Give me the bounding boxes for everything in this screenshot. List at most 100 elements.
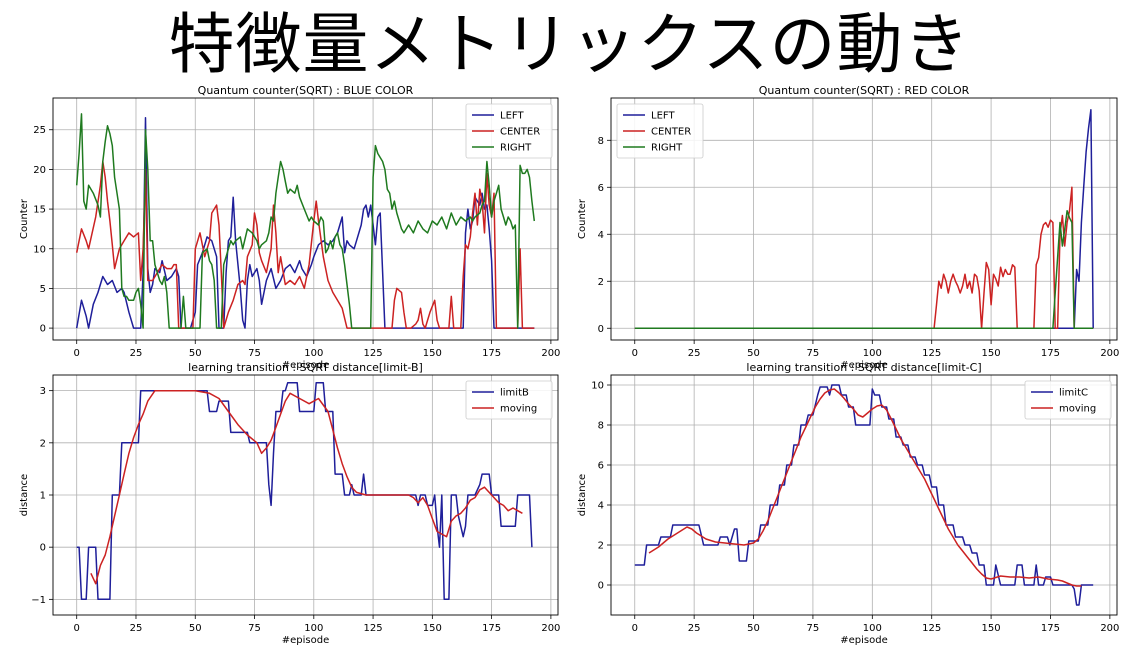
y-tick-label: −1 — [31, 595, 46, 606]
x-tick-label: 0 — [74, 348, 80, 359]
y-tick-label: 5 — [40, 284, 46, 295]
y-tick-label: 1 — [40, 491, 46, 502]
series-line-moving — [90, 389, 523, 585]
x-tick-label: 25 — [130, 623, 143, 634]
y-tick-label: 25 — [33, 125, 46, 136]
y-tick-label: 10 — [33, 244, 46, 255]
legend-label: RIGHT — [651, 143, 683, 154]
series-line-right — [634, 210, 1094, 330]
y-tick-label: 0 — [40, 324, 46, 335]
y-tick-label: 6 — [598, 183, 604, 194]
legend: LEFT CENTER RIGHT — [465, 103, 553, 159]
x-tick-label: 175 — [482, 348, 501, 359]
x-tick-label: 200 — [1100, 348, 1119, 359]
x-tick-label: 200 — [1100, 623, 1119, 634]
x-tick-label: 100 — [863, 623, 882, 634]
y-tick-label: 4 — [598, 230, 604, 241]
y-tick-label: 2 — [598, 541, 604, 552]
plot-frame — [610, 97, 1118, 341]
x-tick-label: 0 — [74, 623, 80, 634]
x-tick-label: 125 — [922, 348, 941, 359]
page-title: 特徴量メトリックスの動き — [168, 6, 971, 83]
series-line-center — [634, 186, 1094, 330]
legend-label: limitC — [1059, 388, 1088, 399]
chart-title: learning transition : SQRT distance[limi… — [188, 361, 423, 374]
plot-frame — [610, 374, 1118, 616]
legend: limitB moving — [465, 380, 553, 420]
legend: LEFT CENTER RIGHT — [616, 103, 704, 159]
y-axis-label: distance — [577, 474, 588, 516]
chart-title: Quantum counter(SQRT) : BLUE COLOR — [198, 84, 414, 97]
x-axis-label: #episode — [282, 360, 330, 371]
chart-title: Quantum counter(SQRT) : RED COLOR — [759, 84, 970, 97]
y-tick-label: 0 — [40, 543, 46, 554]
x-tick-label: 100 — [304, 348, 323, 359]
x-tick-label: 75 — [807, 623, 820, 634]
y-axis-label: distance — [19, 474, 30, 516]
y-axis-label: Counter — [19, 198, 30, 239]
y-tick-label: 15 — [33, 205, 46, 216]
legend-label: LEFT — [651, 111, 675, 122]
y-tick-label: 0 — [598, 581, 604, 592]
legend-label: LEFT — [500, 111, 524, 122]
legend-label: limitB — [500, 388, 529, 399]
legend-label: RIGHT — [500, 143, 532, 154]
x-tick-label: 150 — [423, 623, 442, 634]
plot-frame — [52, 97, 559, 341]
x-tick-label: 200 — [541, 348, 560, 359]
series-line-limitc — [634, 384, 1094, 606]
x-tick-label: 100 — [863, 348, 882, 359]
x-tick-label: 0 — [632, 623, 638, 634]
x-axis-label: #episode — [282, 635, 330, 646]
x-tick-label: 200 — [541, 623, 560, 634]
x-tick-label: 175 — [1041, 623, 1060, 634]
y-tick-label: 10 — [591, 381, 604, 392]
x-tick-label: 25 — [130, 348, 143, 359]
x-tick-label: 50 — [189, 348, 202, 359]
y-tick-label: 6 — [598, 461, 604, 472]
legend-label: moving — [500, 404, 537, 415]
y-tick-label: 2 — [40, 438, 46, 449]
x-tick-label: 100 — [304, 623, 323, 634]
y-tick-label: 2 — [598, 277, 604, 288]
x-tick-label: 150 — [982, 348, 1001, 359]
x-tick-label: 50 — [747, 623, 760, 634]
legend-label: CENTER — [500, 127, 540, 138]
y-tick-label: 8 — [598, 136, 604, 147]
x-tick-label: 125 — [364, 623, 383, 634]
chart-title: learning transition : SQRT distance[limi… — [746, 361, 981, 374]
series-line-left — [634, 108, 1094, 330]
x-tick-label: 150 — [423, 348, 442, 359]
y-tick-label: 0 — [598, 324, 604, 335]
y-axis-label: Counter — [577, 198, 588, 239]
x-tick-label: 75 — [248, 348, 261, 359]
legend-label: CENTER — [651, 127, 691, 138]
x-tick-label: 125 — [364, 348, 383, 359]
x-tick-label: 75 — [248, 623, 261, 634]
series-line-moving — [648, 388, 1082, 587]
x-tick-label: 0 — [632, 348, 638, 359]
x-tick-label: 125 — [922, 623, 941, 634]
legend-label: moving — [1059, 404, 1096, 415]
x-tick-label: 175 — [482, 623, 501, 634]
x-tick-label: 25 — [688, 348, 701, 359]
x-axis-label: #episode — [840, 360, 888, 371]
x-tick-label: 50 — [747, 348, 760, 359]
x-axis-label: #episode — [840, 635, 888, 646]
legend: limitC moving — [1024, 380, 1112, 420]
x-tick-label: 75 — [807, 348, 820, 359]
x-tick-label: 150 — [982, 623, 1001, 634]
series-line-right — [75, 113, 536, 329]
y-tick-label: 3 — [40, 386, 46, 397]
x-tick-label: 175 — [1041, 348, 1060, 359]
y-tick-label: 4 — [598, 501, 604, 512]
y-tick-label: 20 — [33, 165, 46, 176]
x-tick-label: 50 — [189, 623, 202, 634]
y-tick-label: 8 — [598, 421, 604, 432]
x-tick-label: 25 — [688, 623, 701, 634]
